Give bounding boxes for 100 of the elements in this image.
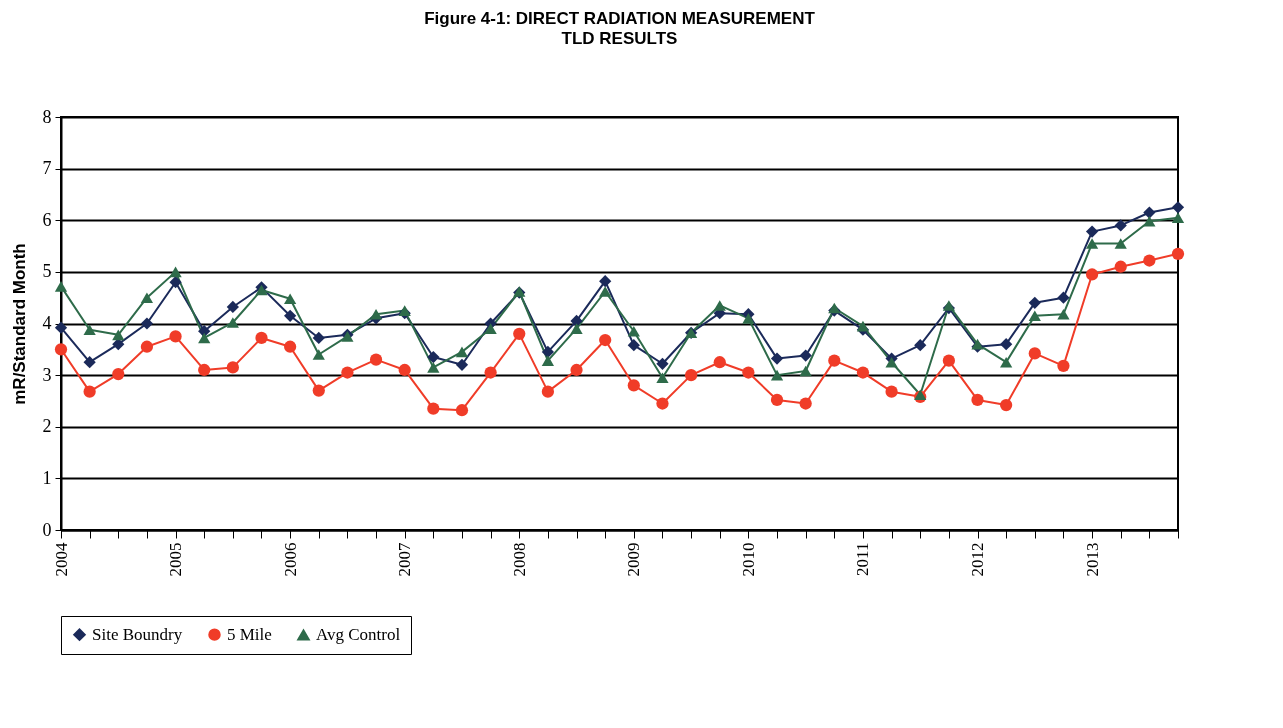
point: [341, 366, 354, 379]
point: [312, 331, 325, 345]
point: [541, 385, 555, 398]
point: [1114, 219, 1127, 232]
point: [140, 340, 154, 353]
point: [1171, 212, 1185, 223]
point: [1085, 225, 1099, 238]
x-tick-label: 2005: [166, 542, 186, 577]
point: [284, 340, 297, 353]
x-tick-label: 2012: [968, 542, 988, 577]
point: [83, 324, 96, 335]
point: [599, 286, 612, 297]
point: [1171, 201, 1185, 214]
point: [627, 325, 640, 337]
y-tick-label: 5: [42, 261, 52, 282]
x-tick-label: 2004: [51, 542, 71, 577]
point: [971, 393, 984, 407]
point: [427, 362, 440, 373]
point: [599, 275, 612, 288]
point: [226, 300, 239, 314]
point: [54, 343, 68, 356]
point: [742, 313, 755, 324]
point: [799, 349, 812, 362]
point: [799, 397, 812, 410]
point: [169, 330, 182, 343]
x-tick-label: 2008: [509, 542, 529, 577]
point: [885, 356, 898, 368]
x-tick-label: 2013: [1082, 542, 1102, 577]
point: [1143, 254, 1156, 267]
point: [1057, 359, 1070, 372]
y-tick-label: 1: [42, 467, 52, 488]
point: [570, 363, 583, 377]
point: [83, 385, 96, 398]
point: [513, 327, 526, 340]
point: [684, 369, 698, 382]
chart-title: Figure 4-1: DIRECT RADIATION MEASUREMENT TLD RESULTS: [424, 9, 816, 48]
point: [427, 350, 440, 364]
point: [1000, 356, 1013, 368]
point: [713, 300, 726, 311]
point: [1000, 338, 1013, 351]
point: [1057, 291, 1070, 304]
point: [1000, 398, 1013, 412]
point: [1085, 238, 1099, 249]
point: [770, 369, 784, 381]
point: [1143, 206, 1156, 219]
y-tick-label: 8: [42, 106, 52, 127]
point: [198, 363, 211, 377]
point: [226, 361, 239, 374]
point: [398, 363, 411, 377]
y-tick-label: 3: [42, 364, 52, 385]
point: [169, 266, 182, 278]
point: [427, 402, 440, 415]
point: [541, 355, 555, 366]
point: [885, 385, 898, 398]
y-axis-title: mR/Standard Month: [9, 243, 29, 405]
point: [627, 379, 640, 392]
point: [140, 317, 154, 330]
legend-label: 5 Mile: [227, 624, 272, 644]
x-tick-label: 2009: [624, 542, 644, 577]
point: [54, 321, 68, 334]
point: [599, 333, 612, 347]
point: [656, 397, 669, 410]
point: [770, 393, 784, 407]
x-tick-label: 2011: [853, 542, 873, 576]
point: [914, 339, 927, 352]
point: [455, 358, 469, 371]
point: [198, 332, 211, 344]
legend-label: Site Boundry: [92, 624, 183, 644]
point: [83, 356, 96, 369]
point: [770, 352, 784, 365]
y-tick-label: 4: [42, 313, 52, 333]
point: [799, 365, 812, 377]
point: [1114, 238, 1127, 249]
point: [484, 366, 497, 379]
point: [312, 384, 325, 397]
point: [369, 308, 383, 320]
point: [312, 349, 325, 360]
y-tick-label: 0: [42, 519, 52, 540]
point: [54, 281, 68, 292]
point: [1028, 310, 1041, 322]
point: [541, 345, 555, 359]
point: [1028, 347, 1041, 360]
point: [455, 404, 469, 417]
y-tick-label: 7: [42, 158, 52, 179]
point: [1028, 296, 1041, 309]
point: [656, 372, 669, 384]
point: [1171, 247, 1185, 260]
point: [1057, 308, 1070, 320]
point: [742, 366, 755, 379]
x-tick-label: 2006: [280, 542, 300, 577]
point: [1143, 215, 1156, 227]
legend-label: Avg Control: [316, 624, 401, 644]
point: [284, 309, 297, 322]
point: [942, 354, 955, 367]
y-tick-label: 2: [42, 416, 52, 437]
point: [140, 292, 154, 303]
point: [570, 323, 583, 334]
point: [284, 293, 297, 305]
point: [112, 367, 125, 381]
x-tick-label: 2010: [738, 542, 758, 577]
